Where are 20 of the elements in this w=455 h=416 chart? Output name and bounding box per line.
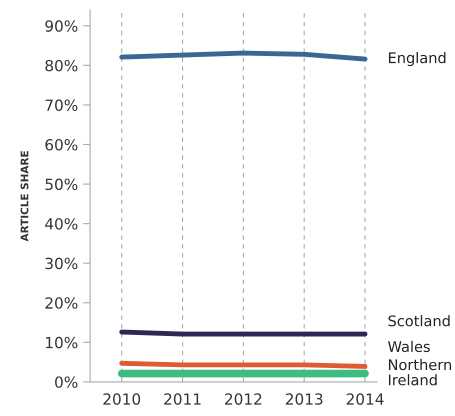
- y-tick-label: 20%: [45, 297, 78, 309]
- series-label: England: [388, 52, 446, 66]
- x-tick-label: 2014: [346, 393, 384, 405]
- x-tick-label: 2010: [103, 393, 140, 405]
- y-tick-label: 70%: [46, 99, 78, 111]
- y-tick-label: 40%: [45, 218, 78, 230]
- series-label: Scotland: [388, 315, 450, 326]
- y-tick-label: 10%: [46, 336, 78, 348]
- series-label: Wales: [388, 340, 430, 352]
- x-tick-label: 2011: [164, 393, 201, 405]
- y-tick-label: 60%: [45, 138, 78, 151]
- y-tick-label: 80%: [45, 60, 78, 72]
- y-axis-title: ARTICLE SHARE: [20, 151, 28, 242]
- y-tick-label: 0%: [55, 376, 78, 388]
- y-tick-label: 90%: [45, 20, 78, 32]
- y-tick-label: 30%: [45, 258, 78, 270]
- x-tick-label: 2013: [286, 393, 322, 405]
- y-tick-label: 50%: [46, 178, 78, 190]
- x-tick-label: 2012: [225, 393, 262, 405]
- series-label: Northern Ireland: [388, 358, 452, 386]
